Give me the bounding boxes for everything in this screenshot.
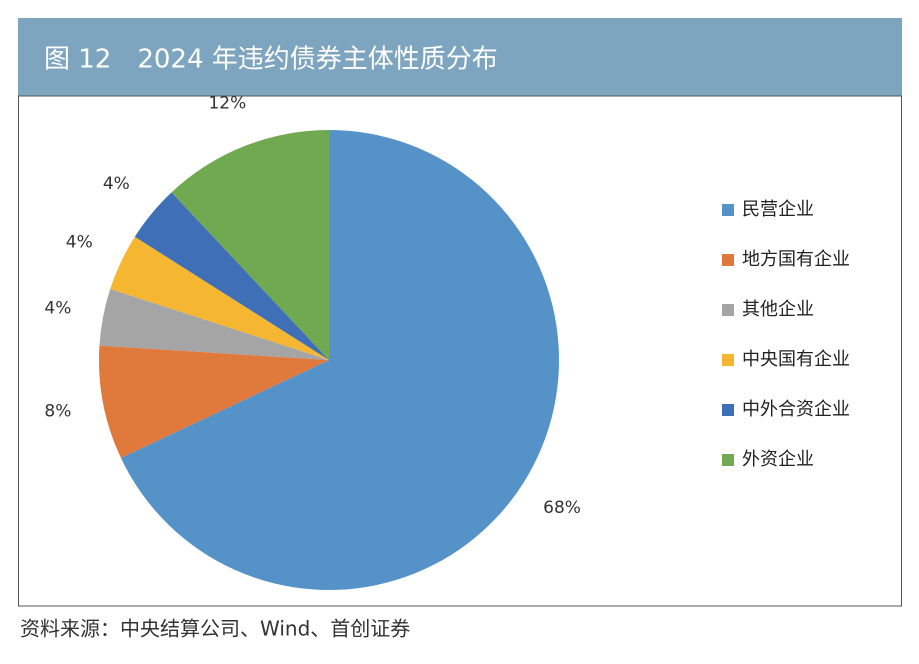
legend-label: 地方国有企业 — [742, 249, 850, 270]
legend-swatch — [722, 304, 734, 316]
chart-title: 图 12 2024 年违约债券主体性质分布 — [44, 45, 498, 75]
legend-swatch — [722, 404, 734, 416]
data-label: 8% — [44, 402, 71, 422]
data-label: 4% — [66, 232, 93, 252]
pie-slice — [171, 130, 329, 360]
legend-label: 其他企业 — [742, 299, 814, 320]
data-label: 68% — [543, 498, 581, 518]
data-label: 4% — [103, 174, 130, 194]
chart-frame — [18, 95, 902, 607]
legend-label: 民营企业 — [742, 199, 814, 220]
legend-label: 中央国有企业 — [742, 349, 850, 370]
title-bar — [18, 18, 902, 96]
source-note: 资料来源：中央结算公司、Wind、首创证券 — [20, 617, 410, 641]
pie-slice — [99, 288, 329, 360]
pie-slice — [98, 345, 329, 458]
legend-swatch — [722, 354, 734, 366]
legend-label: 中外合资企业 — [742, 399, 850, 420]
pie-slice — [134, 192, 329, 360]
pie-slice — [120, 130, 560, 590]
data-label: 12% — [208, 93, 246, 113]
legend-swatch — [722, 254, 734, 266]
data-label: 4% — [44, 298, 71, 318]
legend-swatch — [722, 454, 734, 466]
pie-slice — [110, 236, 329, 360]
legend-label: 外资企业 — [742, 449, 814, 470]
legend-swatch — [722, 204, 734, 216]
